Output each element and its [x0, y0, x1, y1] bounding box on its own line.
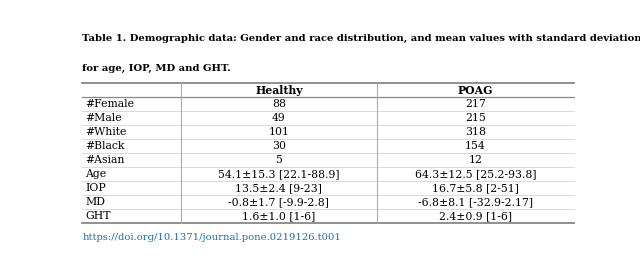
Text: 64.3±12.5 [25.2-93.8]: 64.3±12.5 [25.2-93.8]	[415, 169, 536, 179]
Text: #Asian: #Asian	[85, 155, 124, 165]
Text: 154: 154	[465, 141, 486, 151]
Text: 88: 88	[272, 99, 286, 109]
Text: #Black: #Black	[85, 141, 124, 151]
Text: 215: 215	[465, 113, 486, 123]
Text: MD: MD	[85, 197, 105, 207]
Text: 16.7±5.8 [2-51]: 16.7±5.8 [2-51]	[432, 183, 519, 193]
Text: for age, IOP, MD and GHT.: for age, IOP, MD and GHT.	[83, 64, 231, 73]
Text: 13.5±2.4 [9-23]: 13.5±2.4 [9-23]	[236, 183, 323, 193]
Text: 49: 49	[272, 113, 286, 123]
Text: #Male: #Male	[85, 113, 122, 123]
Text: -6.8±8.1 [-32.9-2.17]: -6.8±8.1 [-32.9-2.17]	[418, 197, 533, 207]
Text: Age: Age	[85, 169, 106, 179]
Text: 5: 5	[275, 155, 282, 165]
Text: 318: 318	[465, 127, 486, 137]
Text: Healthy: Healthy	[255, 85, 303, 96]
Text: 2.4±0.9 [1-6]: 2.4±0.9 [1-6]	[439, 211, 512, 221]
Text: GHT: GHT	[85, 211, 111, 221]
Text: 12: 12	[468, 155, 483, 165]
Text: https://doi.org/10.1371/journal.pone.0219126.t001: https://doi.org/10.1371/journal.pone.021…	[83, 233, 341, 242]
Text: #White: #White	[85, 127, 126, 137]
Text: -0.8±1.7 [-9.9-2.8]: -0.8±1.7 [-9.9-2.8]	[228, 197, 330, 207]
Text: 30: 30	[272, 141, 286, 151]
Text: #Female: #Female	[85, 99, 134, 109]
Text: Table 1. Demographic data: Gender and race distribution, and mean values with st: Table 1. Demographic data: Gender and ra…	[83, 34, 640, 43]
Text: 54.1±15.3 [22.1-88.9]: 54.1±15.3 [22.1-88.9]	[218, 169, 340, 179]
Text: 217: 217	[465, 99, 486, 109]
Text: POAG: POAG	[458, 85, 493, 96]
Text: IOP: IOP	[85, 183, 106, 193]
Text: 1.6±1.0 [1-6]: 1.6±1.0 [1-6]	[243, 211, 316, 221]
Text: 101: 101	[268, 127, 289, 137]
